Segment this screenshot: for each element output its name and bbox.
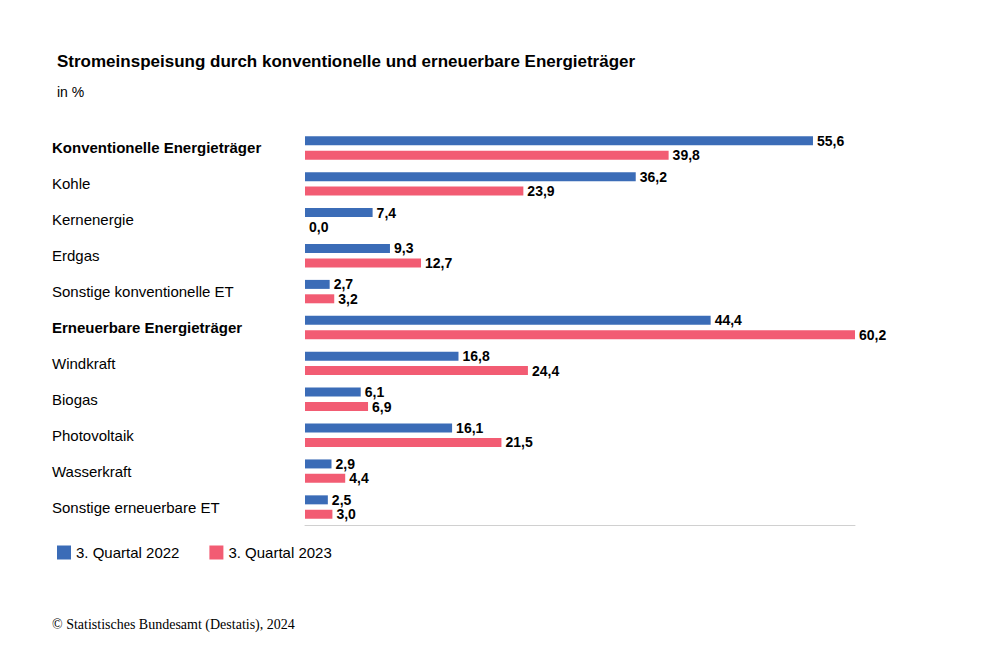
svg-text:Biogas: Biogas xyxy=(52,391,98,408)
svg-text:39,8: 39,8 xyxy=(673,147,700,163)
svg-text:55,6: 55,6 xyxy=(817,133,844,149)
svg-text:2,9: 2,9 xyxy=(335,455,355,472)
svg-text:7,4: 7,4 xyxy=(377,205,397,221)
svg-text:Konventionelle Energieträger: Konventionelle Energieträger xyxy=(52,139,261,156)
svg-text:Sonstige konventionelle ET: Sonstige konventionelle ET xyxy=(52,283,234,300)
svg-text:24,4: 24,4 xyxy=(532,363,559,379)
svg-text:44,4: 44,4 xyxy=(715,312,742,328)
svg-text:Erneuerbare Energieträger: Erneuerbare Energieträger xyxy=(52,319,242,336)
svg-text:Windkraft: Windkraft xyxy=(52,355,116,372)
svg-text:2,5: 2,5 xyxy=(331,491,352,508)
svg-text:16,1: 16,1 xyxy=(456,420,483,436)
svg-text:© Statistisches Bundesamt (Des: © Statistisches Bundesamt (Destatis), 20… xyxy=(52,617,295,633)
svg-text:Kernenergie: Kernenergie xyxy=(52,211,134,228)
svg-text:in %: in % xyxy=(57,84,84,100)
svg-text:23,9: 23,9 xyxy=(527,183,554,199)
svg-text:3. Quartal 2023: 3. Quartal 2023 xyxy=(228,544,331,561)
svg-text:Wasserkraft: Wasserkraft xyxy=(52,463,132,480)
svg-text:21,5: 21,5 xyxy=(505,434,532,450)
svg-text:3,2: 3,2 xyxy=(338,291,358,307)
svg-text:Erdgas: Erdgas xyxy=(52,247,100,264)
svg-text:6,1: 6,1 xyxy=(364,384,385,401)
svg-text:16,8: 16,8 xyxy=(462,348,489,364)
svg-text:3. Quartal 2022: 3. Quartal 2022 xyxy=(76,544,179,561)
svg-text:12,7: 12,7 xyxy=(425,255,452,271)
svg-text:4,4: 4,4 xyxy=(349,470,369,486)
svg-text:2,7: 2,7 xyxy=(333,276,354,293)
svg-text:6,9: 6,9 xyxy=(372,399,392,415)
svg-text:60,2: 60,2 xyxy=(859,327,886,343)
svg-text:0,0: 0,0 xyxy=(309,219,329,235)
svg-text:3,0: 3,0 xyxy=(336,506,356,522)
svg-text:9,3: 9,3 xyxy=(394,240,414,256)
svg-text:Sonstige erneuerbare ET: Sonstige erneuerbare ET xyxy=(52,499,220,516)
svg-text:36,2: 36,2 xyxy=(640,169,667,185)
svg-text:Kohle: Kohle xyxy=(52,175,90,192)
svg-text:Photovoltaik: Photovoltaik xyxy=(52,427,134,444)
svg-text:Stromeinspeisung durch konvent: Stromeinspeisung durch konventionelle un… xyxy=(57,52,636,71)
